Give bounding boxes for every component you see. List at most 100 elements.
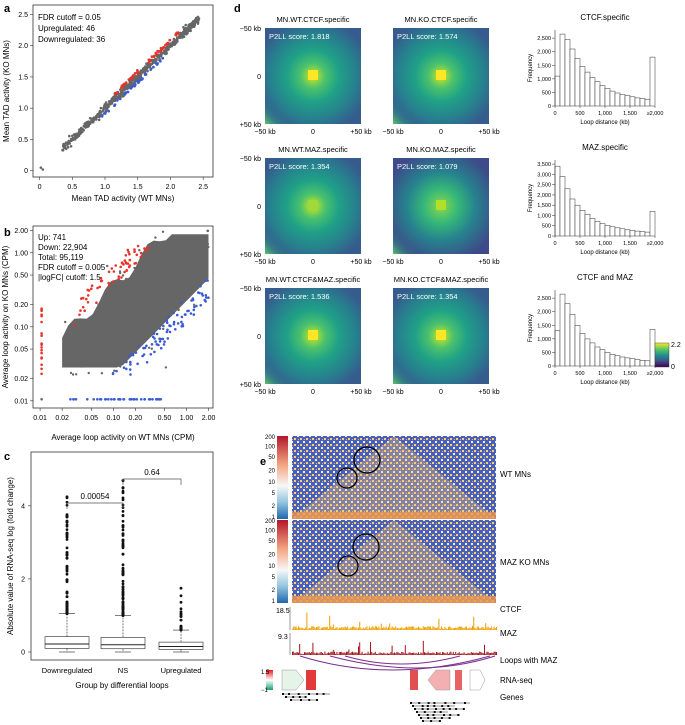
apa-heatmap-3: MN.WT.MAZ.specific P2LL score: 1.354 −50 k… — [240, 145, 372, 266]
outlier-point — [121, 514, 125, 517]
ctcf-bar — [338, 627, 340, 630]
scatter-point — [82, 362, 85, 365]
rnaseq-track: 1.5 −1 RNA-seq — [261, 669, 532, 694]
outlier-point — [179, 624, 183, 628]
ctcf-max: 18.5 — [276, 608, 290, 615]
ctcf-bar — [334, 628, 335, 630]
apa-score: P2LL score: 1.079 — [397, 162, 458, 171]
ctcf-bar — [463, 628, 465, 630]
outlier-point — [179, 607, 183, 611]
scatter-point — [121, 95, 125, 98]
maz-bar — [394, 652, 395, 655]
apa-heatmaps: MN.WT.CTCF.specific P2LL score: 1.818 −50 … — [240, 15, 500, 396]
maz-bar — [324, 651, 326, 655]
histogram-y-tick-label: 1,000 — [537, 213, 551, 219]
outlier-point — [121, 611, 125, 614]
ctcf-bar — [332, 624, 334, 630]
ns-density — [62, 234, 209, 368]
apa-title: MN.WT.CTCF.specific — [277, 15, 350, 24]
maz-bar — [413, 652, 415, 655]
exon — [290, 699, 292, 701]
scatter-point — [119, 313, 122, 316]
histogram-bar — [559, 176, 566, 237]
x-tick-label: 0 — [38, 184, 42, 191]
scatter-point — [186, 268, 189, 271]
panel-c-xlabel: Group by differential loops — [75, 681, 168, 690]
maz-bar — [488, 653, 490, 655]
panel-b-x-ticks: 0.01 0.02 0.05 0.10 0.20 0.50 1.00 2.00 — [33, 408, 215, 422]
outlier-point — [121, 552, 125, 556]
maz-bar — [295, 652, 297, 655]
maz-bar — [490, 653, 491, 655]
up-point — [152, 55, 156, 59]
scatter-point — [188, 29, 191, 32]
outlier-point — [121, 601, 125, 605]
scatter-point — [69, 371, 73, 375]
histogram-bar — [564, 303, 571, 367]
down-point — [161, 56, 165, 60]
rnaseq-gene-6 — [469, 669, 486, 691]
up-point — [78, 313, 81, 317]
maz-bar — [305, 652, 307, 655]
apa-title: MN.WT.MAZ.specific — [278, 145, 348, 154]
maz-bar — [371, 651, 373, 655]
maz-bar — [348, 649, 350, 655]
outlier-point — [121, 563, 125, 567]
ctcf-bar — [478, 626, 479, 630]
up-point — [128, 258, 132, 262]
ctcf-bar — [436, 628, 437, 630]
ctcf-bar — [410, 626, 412, 630]
scatter-point — [153, 265, 156, 268]
scatter-point — [150, 347, 153, 350]
scatter-point — [84, 329, 88, 333]
scatter-point — [144, 274, 148, 278]
p-value-2: 0.64 — [144, 468, 160, 477]
maz-bar — [462, 653, 464, 655]
up-point — [99, 279, 103, 283]
histogram-x-tick-label: ≥2,000 — [647, 241, 664, 247]
ctcf-bar — [350, 627, 352, 630]
ctcf-bar — [390, 628, 392, 630]
up-point — [124, 261, 128, 264]
ctcf-bar — [416, 627, 418, 630]
scatter-point — [125, 333, 128, 336]
scatter-point — [207, 245, 210, 249]
scatter-point — [189, 256, 192, 259]
maz-bar — [467, 653, 469, 655]
maz-bar — [470, 652, 472, 655]
outlier-point — [121, 588, 125, 592]
maz-bar — [360, 653, 362, 655]
maz-bar — [308, 652, 310, 655]
down-point — [152, 65, 155, 69]
down-point — [145, 361, 149, 364]
down-point — [122, 398, 125, 401]
histogram-bar — [599, 85, 606, 107]
down-point — [204, 300, 207, 303]
outlier-point — [121, 605, 125, 609]
maz-bar — [479, 651, 481, 655]
outlier-point — [121, 614, 125, 617]
y-tick-label: 2.0 — [18, 43, 28, 50]
down-point — [152, 332, 156, 335]
histogram-bar — [604, 352, 611, 367]
exon — [435, 708, 437, 710]
histogram-bar — [574, 58, 581, 107]
exon — [433, 705, 436, 707]
scatter-point — [205, 256, 208, 260]
histogram-bar — [554, 75, 561, 107]
maz-bar — [392, 653, 394, 655]
apa-score: P2LL score: 1.354 — [397, 292, 458, 301]
scatter-point — [168, 305, 171, 308]
outlier-point — [65, 528, 69, 531]
histogram-bar — [639, 98, 646, 107]
scatter-point — [183, 31, 186, 34]
loops-label: Loops with MAZ — [500, 656, 557, 665]
apa-x-tick: −50 kb — [382, 259, 403, 266]
ctcf-bar — [406, 626, 407, 630]
exon — [430, 720, 433, 722]
histogram-title: CTCF and MAZ — [577, 273, 633, 282]
maz-bar — [484, 644, 485, 655]
maz-bar — [347, 651, 349, 655]
maz-bar — [390, 652, 392, 655]
down-point — [118, 97, 122, 101]
